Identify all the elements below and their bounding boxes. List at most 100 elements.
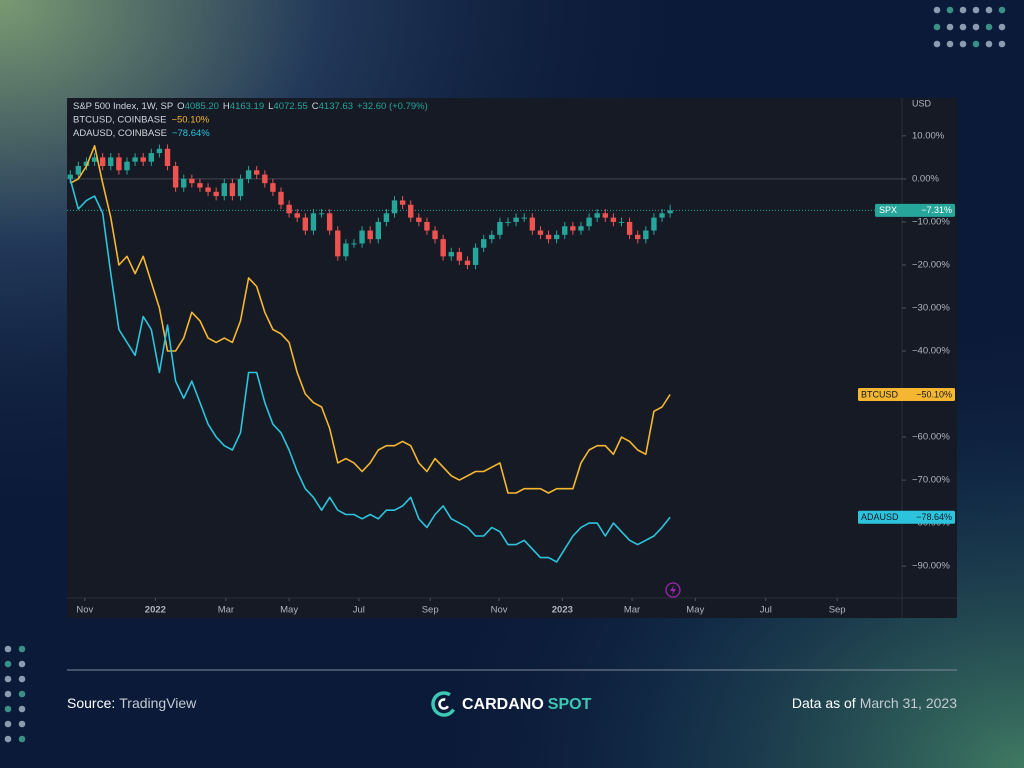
candle-body	[586, 217, 592, 227]
plot: 10.00% 0.00% −10.00% −20.00% −30.00% −40.00% −…	[67, 130, 955, 616]
badge-name: BTCUSD	[861, 389, 899, 399]
series-line	[69, 178, 671, 563]
dot	[998, 6, 1006, 14]
legend-title: ADAUSD, COINBASE	[73, 128, 167, 139]
ohlc-value: 4085.20	[185, 101, 219, 112]
candle-body	[562, 226, 568, 235]
x-tick-label: 2023	[552, 605, 573, 616]
dot	[972, 23, 980, 31]
candle-body	[375, 221, 382, 240]
candle-body	[67, 174, 73, 179]
y-tick-label: 0.00%	[912, 173, 939, 184]
candle-body	[237, 178, 244, 197]
candle-body	[497, 221, 503, 235]
candle-body	[464, 260, 471, 265]
candle-body	[659, 213, 665, 218]
dot	[985, 6, 993, 14]
candle-body	[286, 204, 292, 214]
candle-body	[172, 165, 179, 188]
candle-body	[75, 165, 82, 175]
dot	[933, 23, 941, 31]
dot	[985, 40, 993, 48]
candle-body	[602, 213, 608, 218]
candle-body	[594, 213, 600, 218]
x-tick-label: Sep	[829, 605, 846, 616]
candle-body	[148, 153, 155, 162]
candle-body	[578, 226, 584, 231]
change: +32.60 (+0.79%)	[357, 101, 428, 112]
source-name: TradingView	[119, 695, 197, 711]
candle-body	[205, 187, 211, 192]
candle-body	[294, 213, 300, 218]
x-tick-label: Mar	[218, 605, 234, 616]
candle-body	[399, 200, 406, 205]
y-tick-label: 10.00%	[912, 130, 945, 141]
badge-value: −7.31%	[921, 205, 952, 215]
candle-body	[351, 243, 357, 245]
dot	[946, 6, 954, 14]
dot	[4, 690, 12, 698]
dot	[985, 23, 993, 31]
candle-body	[83, 161, 90, 166]
date: March 31, 2023	[860, 695, 957, 711]
badge-value: −50.10%	[916, 389, 952, 399]
candle-body	[618, 221, 625, 223]
candle-body	[164, 148, 171, 166]
chart-panel	[67, 98, 957, 618]
candle-body	[262, 174, 268, 184]
candle-body	[416, 217, 422, 222]
candle-body	[521, 217, 527, 219]
candle-body	[391, 200, 398, 214]
candle-body	[197, 183, 203, 188]
candle-body	[456, 252, 463, 261]
dot	[959, 23, 967, 31]
candle-body	[302, 217, 309, 231]
y-tick-label: −90.00%	[912, 561, 950, 572]
x-tick-label: May	[686, 605, 704, 616]
x-tick-label: Nov	[76, 605, 93, 616]
y-tick-label: −60.00%	[912, 432, 950, 443]
candle-body	[537, 230, 544, 235]
brand-main: CARDANO	[462, 696, 544, 713]
y-tick-label: −20.00%	[912, 259, 950, 270]
decoration-dots	[4, 6, 1006, 743]
dot	[18, 690, 26, 698]
dot	[933, 40, 941, 48]
date-label: Data as of	[792, 695, 856, 711]
candle-body	[124, 161, 130, 171]
candle-body	[635, 234, 641, 240]
y-tick-label: −10.00%	[912, 216, 950, 227]
candle-body	[318, 213, 325, 215]
legend-title: S&P 500 Index, 1W, SP	[73, 101, 173, 112]
candle-body	[626, 221, 633, 235]
candle-body	[667, 210, 673, 214]
candle-body	[335, 230, 341, 257]
dot	[4, 720, 12, 728]
badge-value: −78.64%	[916, 512, 952, 522]
dot	[959, 6, 967, 14]
y-tick-label: −70.00%	[912, 475, 950, 486]
dot	[4, 735, 12, 743]
brand: CARDANO SPOT	[462, 696, 592, 713]
candle-body	[181, 178, 187, 188]
legend-line: BTCUSD, COINBASE −50.10%	[73, 114, 210, 125]
candle-body	[513, 217, 519, 222]
candle-body	[472, 247, 479, 265]
dot	[972, 40, 980, 48]
y-tick-label: −30.00%	[912, 302, 950, 313]
legend-value: −78.64%	[172, 128, 210, 139]
source-label: Source:	[67, 695, 115, 711]
y-tick-label: −40.00%	[912, 346, 950, 357]
dot	[933, 6, 941, 14]
ohlc-label: C	[312, 101, 319, 112]
dot	[972, 6, 980, 14]
data-date: Data as of March 31, 2023	[792, 695, 957, 711]
dot	[998, 23, 1006, 31]
legend-line: S&P 500 Index, 1W, SP O4085.20 H4163.19 L40…	[73, 101, 428, 112]
x-tick-label: Nov	[491, 605, 508, 616]
candle-body	[221, 183, 227, 197]
x-tick-label: Jul	[353, 605, 365, 616]
candle-body	[278, 191, 284, 205]
candle-body	[545, 234, 552, 240]
candle-body	[553, 234, 560, 240]
